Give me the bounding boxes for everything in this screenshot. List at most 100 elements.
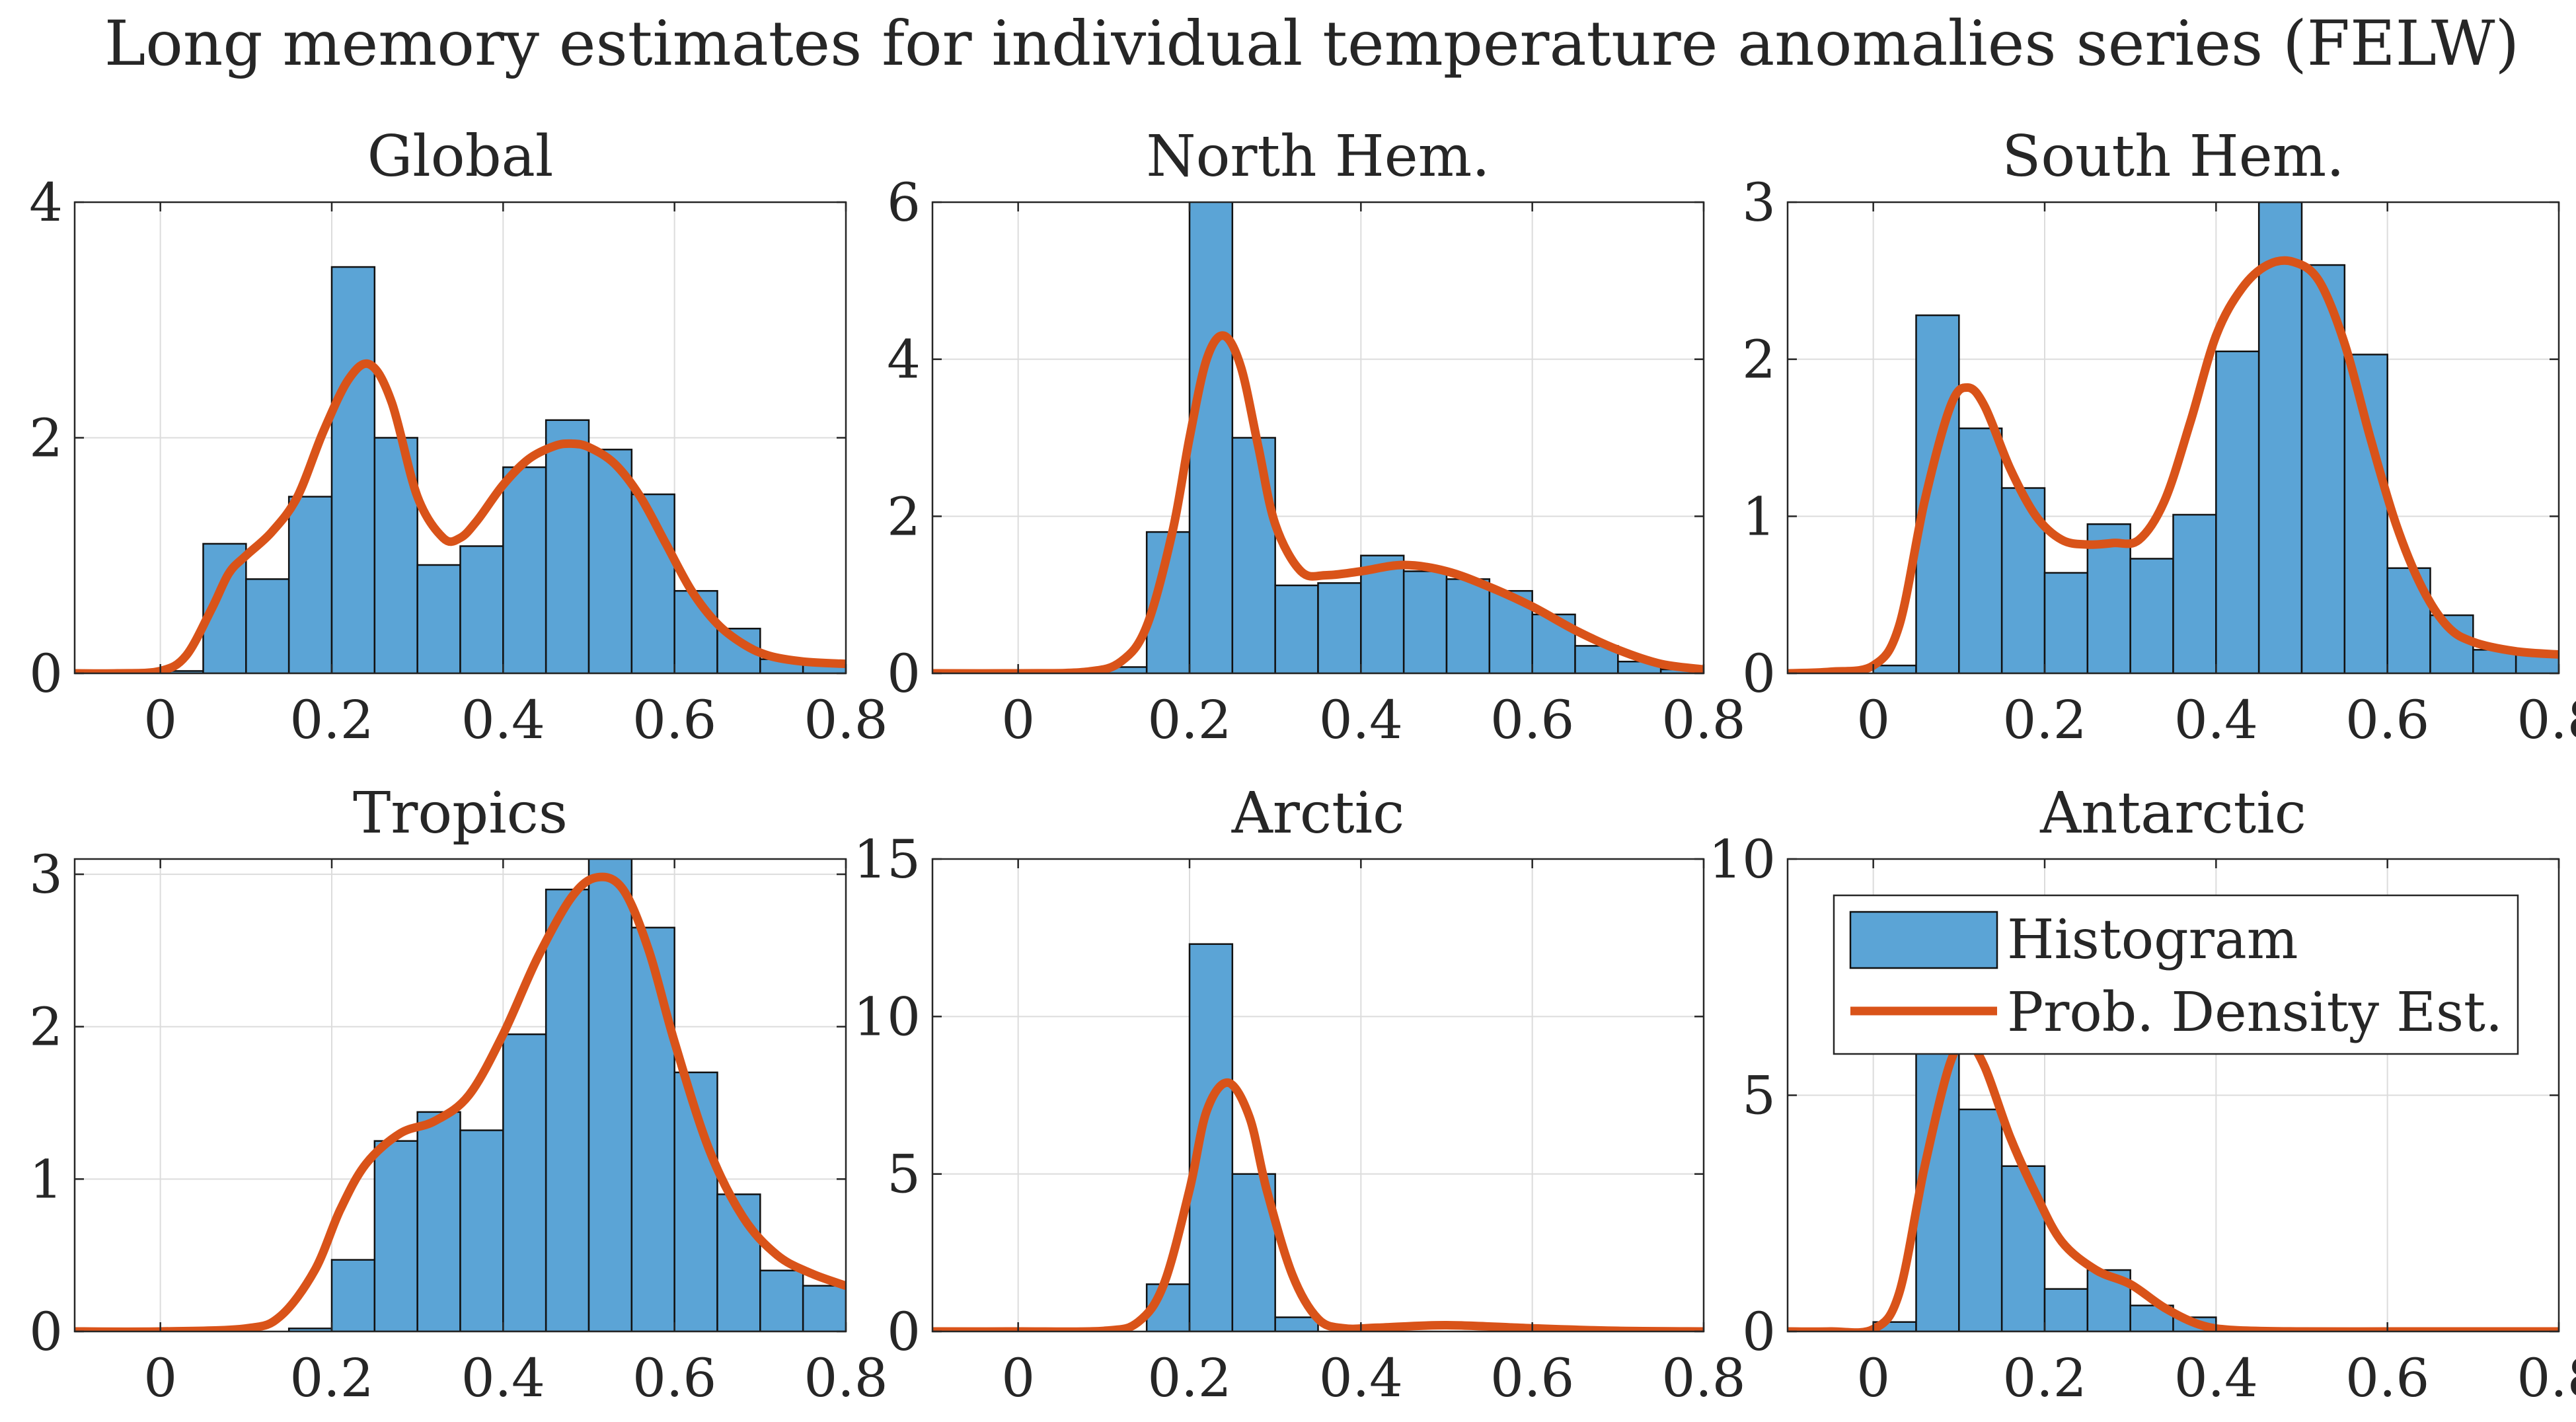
y-tick-label: 6 — [887, 172, 921, 233]
histogram-bar — [1360, 554, 1405, 673]
density-line — [932, 1078, 1704, 1331]
density-line — [75, 872, 846, 1331]
y-tick-label: 0 — [29, 1301, 63, 1363]
x-tick-label: 0 — [143, 689, 177, 751]
x-tick-label: 0 — [143, 1347, 177, 1409]
subplot-title: Antarctic — [2039, 780, 2306, 846]
histogram-bar — [2343, 354, 2388, 673]
histogram-bar — [587, 449, 633, 673]
histogram-bar — [1488, 589, 1533, 673]
histogram-bar — [1402, 570, 1448, 673]
x-tick-label: 0.6 — [1490, 1347, 1574, 1409]
axes-box — [73, 858, 847, 1333]
subplot-south-hem: 0 0.2 0.4 0.6 0.8 0 1 2 3 South Hem. — [1742, 124, 2576, 751]
x-tick-label: 0.4 — [2174, 1347, 2258, 1409]
y-tick-label: 0 — [1742, 643, 1776, 704]
x-tick-label: 0.2 — [2002, 689, 2086, 751]
y-tick-label: 0 — [887, 643, 921, 704]
histogram-bar — [1274, 1316, 1319, 1331]
density-line — [75, 359, 846, 673]
x-tick-label: 0.4 — [1319, 689, 1403, 751]
x-tick-label: 0.8 — [1661, 1347, 1745, 1409]
histogram-bar — [1317, 582, 1362, 673]
y-tick-label: 2 — [887, 486, 921, 547]
histogram-bar — [1531, 613, 1576, 673]
histogram-bar — [1872, 664, 1917, 673]
histogram-bar — [2257, 202, 2303, 673]
y-tick-label: 4 — [29, 172, 63, 233]
y-tick-label: 0 — [887, 1301, 921, 1363]
x-tick-label: 0.8 — [804, 689, 888, 751]
legend-histogram-swatch — [1849, 911, 1998, 969]
legend-histogram-label: Histogram — [2007, 909, 2298, 971]
y-tick-label: 2 — [29, 996, 63, 1058]
x-tick-label: 0.6 — [2345, 689, 2429, 751]
subplot-arctic: 0 0.2 0.4 0.6 0.8 0 5 10 15 Arctic — [853, 780, 1745, 1409]
x-tick-label: 0.2 — [2002, 1347, 2086, 1409]
histogram-bar — [2215, 350, 2260, 673]
subplot-antarctic: 0 0.2 0.4 0.6 0.8 0 5 10 Antarctic — [1708, 780, 2576, 1409]
x-tick-label: 0.6 — [1490, 689, 1574, 751]
y-tick-label: 10 — [1708, 829, 1776, 890]
x-tick-label: 0.8 — [2517, 1347, 2576, 1409]
y-tick-label: 1 — [29, 1148, 63, 1210]
y-tick-label: 15 — [853, 829, 921, 890]
histogram-bar — [373, 1140, 418, 1331]
y-tick-label: 3 — [29, 844, 63, 905]
histogram-bar — [502, 466, 547, 673]
histogram-bar — [587, 859, 633, 1331]
histogram-bar — [245, 578, 290, 673]
histogram-bar — [1188, 202, 1234, 673]
histogram-bar — [545, 888, 590, 1331]
axes-box — [931, 858, 1705, 1333]
x-tick-label: 0.6 — [632, 1347, 716, 1409]
subplot-title: Arctic — [1231, 780, 1405, 846]
subplot-title: Global — [367, 124, 554, 190]
histogram-bar — [416, 1111, 461, 1331]
y-tick-label: 0 — [1742, 1301, 1776, 1363]
histogram-bar — [1445, 578, 1491, 673]
x-tick-label: 0.8 — [2517, 689, 2576, 751]
histogram-bar — [416, 564, 461, 673]
histogram-bars — [1872, 202, 2559, 673]
density-line — [932, 331, 1704, 673]
legend-density-label: Prob. Density Est. — [2007, 981, 2503, 1044]
histogram-bar — [2043, 572, 2089, 673]
histogram-bars — [287, 859, 846, 1331]
subplot-title: North Hem. — [1146, 124, 1490, 190]
figure-title: Long memory estimates for individual tem… — [104, 8, 2519, 80]
x-tick-label: 0.2 — [1147, 1347, 1231, 1409]
x-tick-label: 0.2 — [289, 689, 373, 751]
x-tick-label: 0 — [1001, 689, 1035, 751]
x-tick-label: 0.6 — [2345, 1347, 2429, 1409]
subplot-global: 0 0.2 0.4 0.6 0.8 0 2 4 Global — [29, 124, 888, 751]
histogram-bar — [459, 1129, 504, 1331]
x-tick-label: 0 — [1856, 1347, 1890, 1409]
histogram-bar — [1958, 1108, 2003, 1331]
histogram-bars — [159, 266, 846, 673]
histogram-bar — [630, 926, 675, 1331]
y-tick-label: 5 — [887, 1144, 921, 1205]
x-tick-label: 0.2 — [289, 1347, 373, 1409]
histogram-bar — [2429, 614, 2474, 673]
y-tick-label: 5 — [1742, 1065, 1776, 1127]
x-tick-label: 0.6 — [632, 689, 716, 751]
histogram-bar — [1274, 584, 1319, 673]
histogram-bar — [330, 1259, 376, 1331]
axes-box — [1786, 201, 2560, 675]
subplot-title: South Hem. — [2002, 124, 2344, 190]
y-tick-label: 3 — [1742, 172, 1776, 233]
y-tick-label: 4 — [887, 329, 921, 391]
subplot-north-hem: 0 0.2 0.4 0.6 0.8 0 2 4 6 North Hem. — [887, 124, 1746, 751]
histogram-bar — [330, 266, 376, 673]
histogram-bar — [2043, 1288, 2089, 1331]
subplot-title: Tropics — [353, 780, 568, 846]
x-tick-label: 0.4 — [1319, 1347, 1403, 1409]
y-tick-label: 0 — [29, 643, 63, 704]
histogram-bar — [459, 545, 504, 673]
x-tick-label: 0.8 — [1661, 689, 1745, 751]
histogram-bar — [1231, 437, 1276, 673]
y-tick-label: 2 — [29, 408, 63, 469]
